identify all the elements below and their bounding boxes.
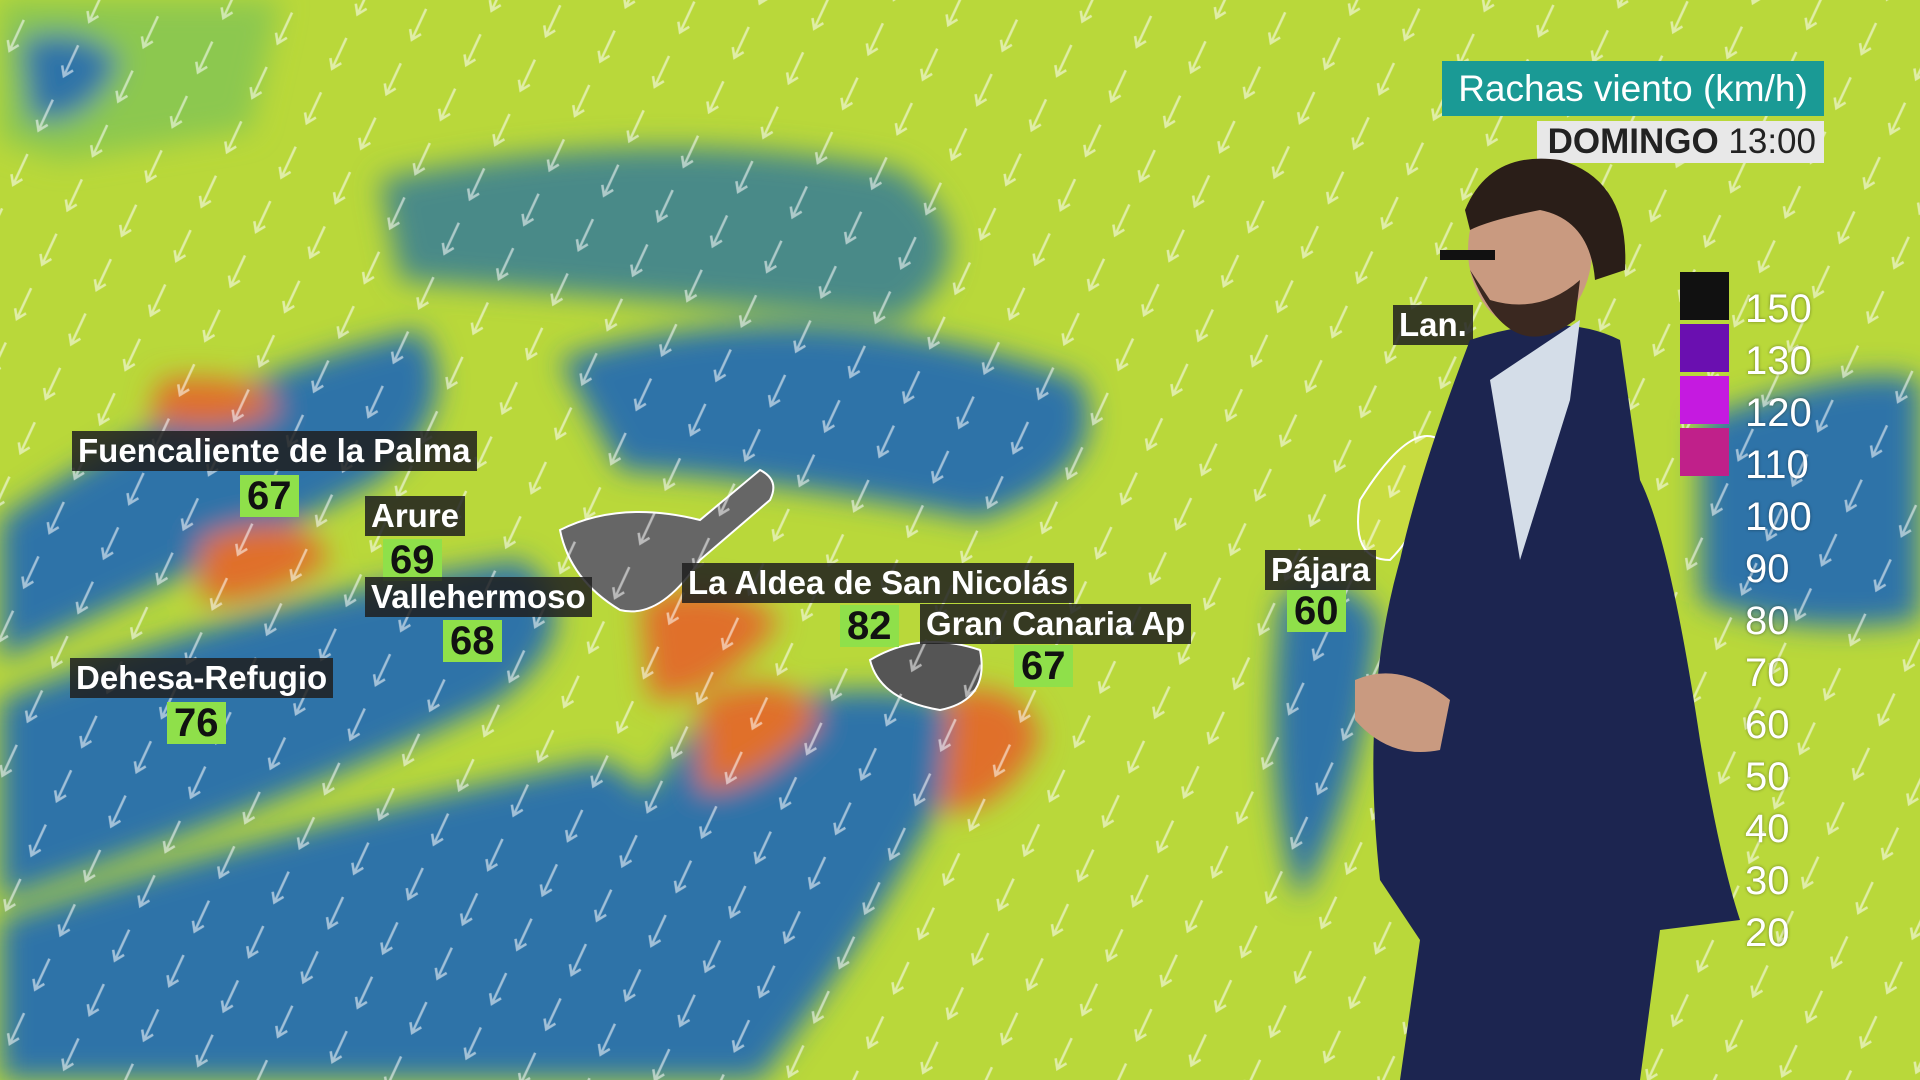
legend-swatch <box>1680 272 1729 320</box>
forecast-day: DOMINGO <box>1547 122 1719 161</box>
legend-value: 100 <box>1745 495 1812 539</box>
legend-value: 50 <box>1745 755 1790 799</box>
legend-value: 70 <box>1745 651 1790 695</box>
legend-value: 60 <box>1745 703 1790 747</box>
map-title: Rachas viento (km/h) <box>1442 61 1824 116</box>
station-name: Gran Canaria Ap <box>920 604 1192 644</box>
legend-value: 40 <box>1745 807 1790 851</box>
legend-value: 90 <box>1745 547 1790 591</box>
station-name: Arure <box>365 496 466 536</box>
forecast-hour: 13:00 <box>1728 122 1816 161</box>
legend-swatch <box>1680 324 1729 372</box>
presenter <box>1355 158 1740 1080</box>
station-value: 67 <box>240 475 299 517</box>
forecast-time: DOMINGO 13:00 <box>1537 121 1824 163</box>
legend-swatch <box>1680 376 1729 424</box>
station-value: 76 <box>167 702 226 744</box>
station-name: Fuencaliente de la Palma <box>72 431 477 471</box>
station-value: 82 <box>840 605 899 647</box>
station-name: Lan. <box>1393 305 1473 345</box>
legend-value: 80 <box>1745 599 1790 643</box>
station-value: 69 <box>383 539 442 581</box>
station-name: Dehesa-Refugio <box>70 658 334 698</box>
legend-value: 20 <box>1745 911 1790 955</box>
legend-value: 30 <box>1745 859 1790 903</box>
station-value: 60 <box>1287 590 1346 632</box>
legend-value: 120 <box>1745 391 1812 435</box>
legend-value: 110 <box>1745 443 1809 487</box>
station-name: Vallehermoso <box>365 577 592 617</box>
station-name: Pájara <box>1265 550 1377 590</box>
legend-swatch <box>1680 428 1729 476</box>
legend-value: 150 <box>1745 287 1812 331</box>
legend-value: 130 <box>1745 339 1812 383</box>
station-value: 68 <box>443 620 502 662</box>
station-value: 67 <box>1014 645 1073 687</box>
station-name: La Aldea de San Nicolás <box>682 563 1075 603</box>
